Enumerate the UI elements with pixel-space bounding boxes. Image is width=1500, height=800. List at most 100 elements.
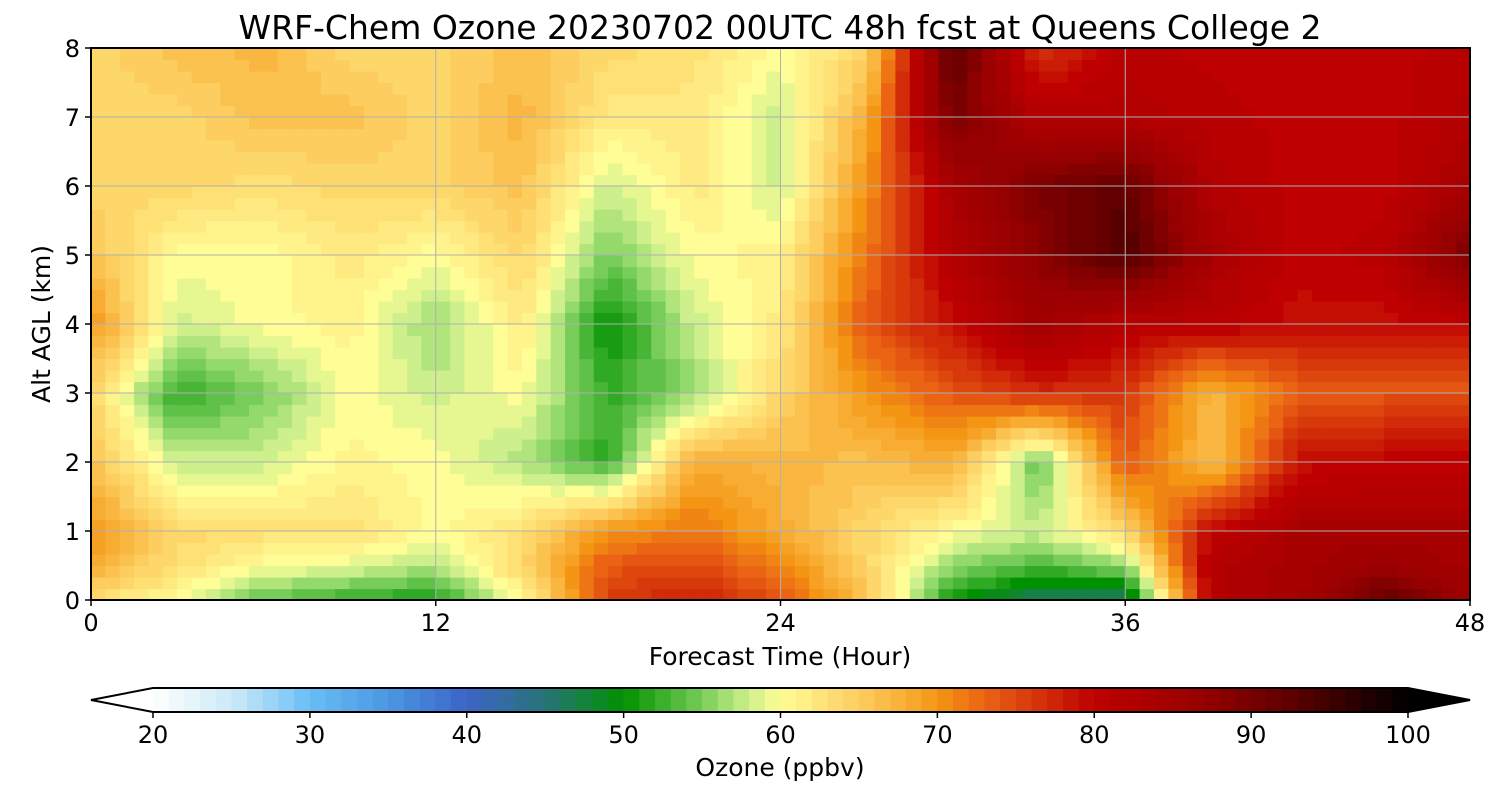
heatmap-cell	[1024, 565, 1040, 578]
heatmap-cell	[852, 508, 868, 521]
heatmap-cell	[320, 450, 336, 463]
heatmap-cell	[593, 163, 609, 176]
heatmap-cell	[866, 577, 882, 590]
heatmap-cell	[1225, 450, 1241, 463]
heatmap-cell	[723, 393, 738, 406]
heatmap-cell	[1268, 519, 1284, 532]
heatmap-cell	[1125, 105, 1141, 118]
heatmap-cell	[249, 485, 264, 498]
heatmap-cell	[837, 163, 853, 176]
heatmap-cell	[320, 404, 336, 417]
heatmap-cell	[521, 347, 537, 360]
heatmap-cell	[292, 542, 308, 555]
heatmap-cell	[148, 82, 164, 95]
heatmap-cell	[938, 485, 954, 498]
heatmap-cell	[220, 519, 236, 532]
heatmap-cell	[1110, 209, 1126, 222]
heatmap-cell	[234, 416, 250, 429]
heatmap-cell	[1067, 186, 1083, 199]
heatmap-cell	[205, 531, 221, 544]
heatmap-cell	[1240, 301, 1256, 314]
heatmap-cell	[1067, 577, 1083, 590]
heatmap-cell	[521, 393, 537, 406]
heatmap-cell	[924, 59, 940, 72]
heatmap-cell	[1039, 335, 1055, 348]
heatmap-cell	[234, 128, 250, 141]
heatmap-cell	[536, 151, 552, 164]
heatmap-cell	[1139, 565, 1155, 578]
heatmap-cell	[565, 174, 580, 187]
heatmap-cell	[823, 485, 839, 498]
heatmap-cell	[952, 71, 968, 84]
heatmap-cell	[1211, 496, 1227, 509]
heatmap-cell	[1426, 312, 1442, 325]
heatmap-cell	[665, 266, 681, 279]
heatmap-cell	[852, 117, 868, 130]
heatmap-cell	[1441, 324, 1457, 337]
heatmap-cell	[866, 105, 882, 118]
heatmap-cell	[651, 140, 667, 153]
heatmap-cell	[837, 220, 853, 233]
heatmap-cell	[1398, 197, 1414, 210]
heatmap-cell	[1010, 347, 1026, 360]
heatmap-cell	[636, 243, 652, 256]
heatmap-cell	[823, 255, 839, 268]
heatmap-cell	[809, 186, 825, 199]
colorbar-segment	[278, 688, 295, 712]
heatmap-cell	[1383, 197, 1399, 210]
colorbar-segment	[733, 688, 750, 712]
heatmap-cell	[593, 324, 609, 337]
heatmap-cell	[306, 508, 322, 521]
heatmap-cell	[1197, 197, 1213, 210]
heatmap-cell	[837, 174, 853, 187]
heatmap-cell	[1441, 485, 1457, 498]
heatmap-cell	[1455, 473, 1470, 486]
heatmap-cell	[1326, 105, 1342, 118]
heatmap-cell	[751, 531, 767, 544]
heatmap-cell	[1254, 197, 1270, 210]
heatmap-cell	[1369, 554, 1385, 567]
heatmap-cell	[1225, 220, 1241, 233]
heatmap-cell	[866, 404, 882, 417]
heatmap-cell	[349, 232, 365, 245]
heatmap-cell	[1197, 531, 1213, 544]
heatmap-cell	[1254, 105, 1270, 118]
heatmap-cell	[1355, 59, 1371, 72]
heatmap-cell	[1182, 289, 1198, 302]
heatmap-cell	[1283, 186, 1299, 199]
heatmap-cell	[995, 209, 1011, 222]
heatmap-cell	[593, 278, 609, 291]
heatmap-cell	[1168, 312, 1184, 325]
heatmap-cell	[335, 140, 351, 153]
heatmap-cell	[895, 335, 911, 348]
heatmap-cell	[995, 370, 1011, 383]
heatmap-cell	[1326, 48, 1342, 61]
heatmap-cell	[1211, 174, 1227, 187]
heatmap-cell	[1398, 220, 1414, 233]
heatmap-cell	[608, 554, 624, 567]
heatmap-cell	[938, 140, 954, 153]
heatmap-cell	[521, 48, 537, 61]
heatmap-cell	[335, 565, 351, 578]
heatmap-cell	[1039, 473, 1055, 486]
heatmap-cell	[507, 312, 523, 325]
heatmap-cell	[608, 289, 624, 302]
heatmap-cell	[249, 117, 264, 130]
heatmap-cell	[909, 519, 925, 532]
heatmap-cell	[1110, 220, 1126, 233]
heatmap-cell	[1340, 462, 1356, 475]
heatmap-cell	[1383, 163, 1399, 176]
heatmap-cell	[91, 197, 106, 210]
colorbar-segment	[529, 688, 546, 712]
heatmap-cell	[608, 531, 624, 544]
x-axis-ticks: 0 12 24 36 48	[83, 600, 1485, 637]
heatmap-cell	[1197, 462, 1213, 475]
heatmap-cell	[1197, 485, 1213, 498]
heatmap-cell	[1369, 439, 1385, 452]
colorbar-segment	[466, 688, 483, 712]
heatmap-cell	[320, 278, 336, 291]
heatmap-cell	[249, 381, 264, 394]
heatmap-cell	[1326, 358, 1342, 371]
colorbar-segment	[1360, 688, 1378, 712]
heatmap-cell	[924, 542, 940, 555]
